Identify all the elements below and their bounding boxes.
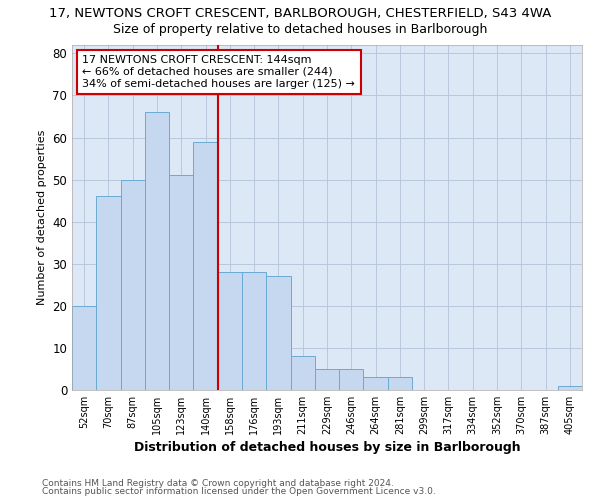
Bar xyxy=(242,272,266,390)
Y-axis label: Number of detached properties: Number of detached properties xyxy=(37,130,47,305)
Text: Contains HM Land Registry data © Crown copyright and database right 2024.: Contains HM Land Registry data © Crown c… xyxy=(42,478,394,488)
Text: Size of property relative to detached houses in Barlborough: Size of property relative to detached ho… xyxy=(113,22,487,36)
Text: 17 NEWTONS CROFT CRESCENT: 144sqm
← 66% of detached houses are smaller (244)
34%: 17 NEWTONS CROFT CRESCENT: 144sqm ← 66% … xyxy=(82,56,355,88)
Bar xyxy=(145,112,169,390)
Bar xyxy=(315,369,339,390)
X-axis label: Distribution of detached houses by size in Barlborough: Distribution of detached houses by size … xyxy=(134,441,520,454)
Bar xyxy=(96,196,121,390)
Bar xyxy=(364,378,388,390)
Bar xyxy=(290,356,315,390)
Bar xyxy=(121,180,145,390)
Text: 17, NEWTONS CROFT CRESCENT, BARLBOROUGH, CHESTERFIELD, S43 4WA: 17, NEWTONS CROFT CRESCENT, BARLBOROUGH,… xyxy=(49,8,551,20)
Bar xyxy=(169,176,193,390)
Bar xyxy=(72,306,96,390)
Text: Contains public sector information licensed under the Open Government Licence v3: Contains public sector information licen… xyxy=(42,487,436,496)
Bar xyxy=(339,369,364,390)
Bar xyxy=(218,272,242,390)
Bar xyxy=(193,142,218,390)
Bar xyxy=(388,378,412,390)
Bar xyxy=(266,276,290,390)
Bar xyxy=(558,386,582,390)
